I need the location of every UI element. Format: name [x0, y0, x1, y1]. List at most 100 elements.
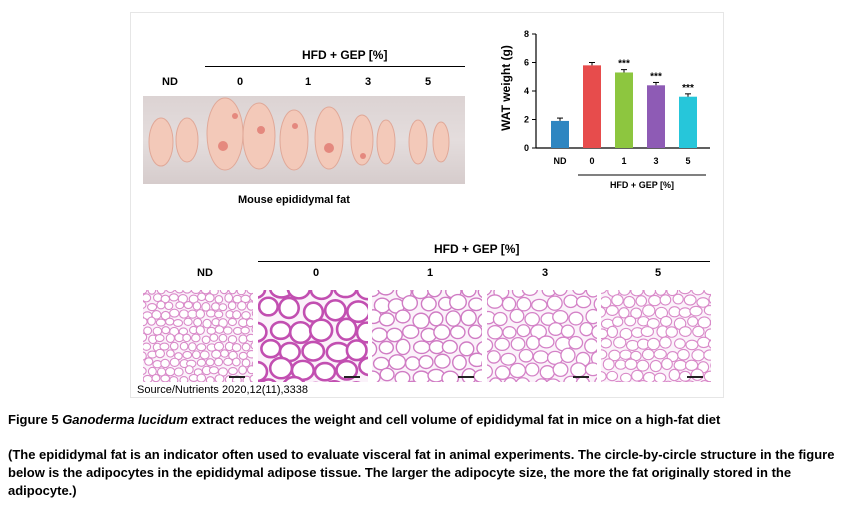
histo-label-0: 0 [312, 267, 320, 279]
adipocyte [250, 341, 253, 350]
adipocyte [152, 326, 163, 336]
photo-label-5: 5 [424, 76, 432, 88]
fat-pads-illustration [148, 97, 450, 171]
adipocyte [246, 365, 253, 375]
adipocyte [487, 338, 494, 353]
adipocyte [309, 290, 334, 301]
adipocyte [659, 315, 673, 327]
adipocyte [552, 290, 568, 297]
epididymal-fat-photo [143, 96, 465, 184]
adipocyte [245, 318, 253, 328]
adipocyte [649, 359, 663, 373]
adipocyte [169, 357, 180, 367]
adipocyte [487, 324, 504, 340]
adipocyte [288, 320, 313, 345]
adipocyte [685, 339, 699, 351]
adipocyte [445, 310, 462, 327]
adipocyte [205, 309, 216, 318]
adipocyte [246, 349, 253, 359]
adipocyte [143, 293, 152, 303]
photo-label-3: 3 [364, 76, 372, 88]
adipocyte [624, 315, 637, 327]
adipocyte [458, 341, 475, 357]
adipocyte [653, 372, 667, 382]
adipocyte [678, 290, 692, 295]
adipocyte [420, 296, 437, 312]
adipocyte [301, 340, 326, 362]
adipocyte [601, 338, 612, 349]
adipocyte [601, 370, 607, 382]
adipocyte [602, 358, 615, 371]
adipocyte [668, 368, 681, 382]
adipocyte [668, 306, 681, 318]
adipocyte [165, 290, 176, 294]
adipocyte [388, 354, 407, 370]
adipocyte [524, 311, 541, 327]
adipocyte [636, 359, 650, 372]
adipocyte [172, 319, 184, 328]
adipocyte [402, 324, 420, 339]
adipocyte [174, 290, 185, 294]
adipocyte [570, 362, 587, 378]
fat-pad [432, 121, 450, 163]
adipocyte [214, 325, 225, 334]
adipocyte [646, 318, 660, 329]
y-tick-label: 6 [524, 58, 529, 68]
adipocyte [228, 290, 237, 295]
adipocyte [153, 293, 163, 303]
adipocyte [560, 324, 575, 339]
adipocyte [395, 338, 411, 356]
adipocyte [502, 325, 517, 339]
y-tick-label: 2 [524, 115, 529, 125]
adipocyte [169, 341, 179, 351]
y-tick-label: 0 [524, 143, 529, 153]
adipocyte [193, 317, 203, 327]
x-tick-label: ND [554, 156, 567, 166]
adipocyte [678, 307, 692, 318]
adipocyte [560, 347, 576, 364]
adipocyte [468, 352, 482, 368]
histo-label-nd: ND [197, 267, 213, 279]
adipocyte [625, 339, 640, 351]
adipocyte [434, 353, 451, 369]
adipocyte [156, 290, 166, 295]
fat-pad [376, 119, 396, 165]
adipocyte [426, 290, 443, 298]
histo-group-header: HFD + GEP [%] [434, 242, 520, 256]
adipocyte [494, 337, 511, 352]
adipocyte [143, 374, 153, 382]
adipocyte [218, 333, 228, 343]
histology-tile-nd [143, 290, 253, 382]
adipocyte [168, 293, 179, 302]
adipocyte [160, 358, 170, 369]
photo-group-rule [205, 66, 465, 67]
y-tick-label: 8 [524, 29, 529, 39]
adipocyte [563, 294, 579, 309]
adipocyte [386, 327, 403, 343]
adipocyte [641, 348, 655, 361]
adipocyte [449, 293, 467, 311]
adipocyte [183, 317, 193, 326]
adipocyte [666, 290, 679, 297]
adipocyte [477, 290, 482, 299]
adipocyte [372, 370, 381, 382]
histo-label-5: 5 [654, 267, 662, 279]
adipocyte [241, 311, 251, 320]
adipocyte [335, 317, 358, 341]
adipocyte [227, 301, 237, 311]
adipocyte [614, 380, 623, 382]
adipocyte [188, 342, 197, 352]
adipocyte [618, 290, 631, 296]
adipocyte [143, 366, 147, 375]
adipocyte [460, 309, 477, 327]
adipocyte [501, 296, 517, 312]
adipocyte [258, 296, 280, 317]
adipocyte [245, 333, 253, 343]
adipocyte [546, 295, 563, 311]
adipocyte [144, 357, 154, 366]
adipocyte [441, 370, 460, 382]
adipocyte [169, 375, 179, 382]
adipocyte [241, 342, 251, 352]
adipocyte [169, 308, 180, 318]
adipocyte [211, 302, 221, 311]
